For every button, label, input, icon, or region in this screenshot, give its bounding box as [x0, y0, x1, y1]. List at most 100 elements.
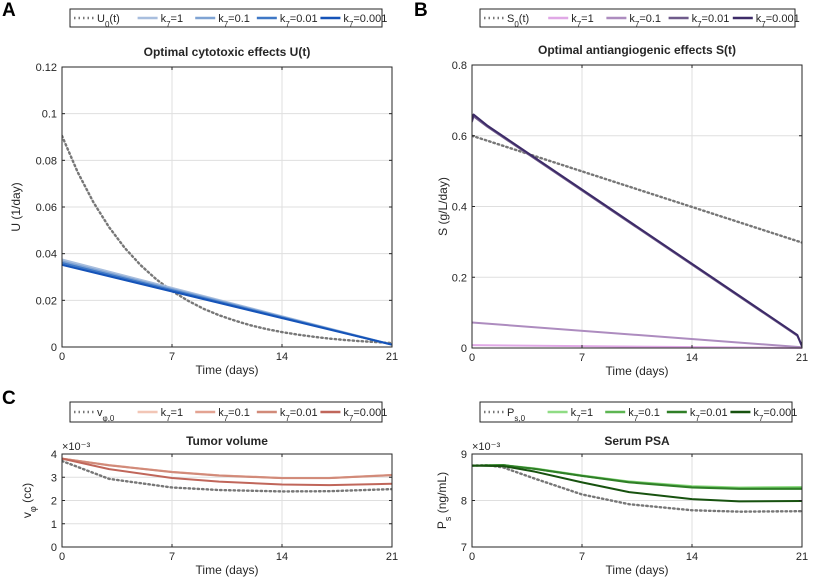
legend-subscript: s,0: [514, 414, 525, 423]
series-line: [472, 115, 802, 348]
x-tick-label: 21: [796, 352, 808, 364]
y-axis-label: U (1/day): [9, 182, 23, 231]
legend-value: =0.1: [638, 407, 660, 419]
legend-value: =0.1: [228, 407, 250, 419]
y-tick-label: 0.2: [452, 272, 467, 284]
legend-subscript: 7: [349, 414, 354, 423]
legend-value: =0.01: [290, 13, 318, 25]
legend-entry: k7=1: [161, 407, 184, 423]
legend-entry: S0(t): [507, 13, 529, 29]
x-tick-label: 14: [276, 351, 288, 363]
legend-box: [69, 401, 383, 423]
series-group: [62, 134, 392, 346]
x-tick-label: 14: [276, 551, 288, 563]
y-tick-label: 8: [461, 496, 467, 508]
series-line: [472, 464, 802, 503]
y-tick-label: 1: [51, 519, 57, 531]
legend-entry: k7=0.01: [280, 13, 318, 29]
y-tick-label: 0.12: [36, 62, 57, 74]
series-group: [62, 457, 392, 493]
legend-value: =1: [171, 13, 184, 25]
y-axis-label-subscript: φ: [28, 506, 38, 512]
legend-subscript: 7: [166, 414, 171, 423]
legend-value: =0.001: [353, 407, 387, 419]
y-tick-label: 2: [51, 496, 57, 508]
panel-label: B: [414, 0, 428, 21]
legend-subscript: 7: [697, 20, 702, 29]
panel-label: A: [2, 0, 16, 21]
y-exponent-label: ×10⁻³: [472, 441, 500, 453]
legend-subscript: 7: [349, 20, 354, 29]
legend-box: [479, 8, 796, 28]
series-group: [472, 113, 802, 349]
legend-value: (t): [519, 13, 529, 25]
chart-title: Optimal cytotoxic effects U(t): [144, 45, 311, 59]
y-tick-label: 0.02: [36, 295, 57, 307]
series-line: [472, 463, 802, 513]
legend-subscript: 7: [695, 414, 700, 423]
chart-title: Optimal antiangiogenic effects S(t): [538, 43, 736, 57]
legend-subscript: 7: [285, 414, 290, 423]
legend-entry: k7=0.001: [343, 13, 387, 29]
legend-entry: k7=0.1: [218, 407, 250, 423]
legend-subscript: 7: [166, 20, 171, 29]
x-tick-label: 7: [169, 551, 175, 563]
x-tick-label: 0: [59, 551, 65, 563]
y-tick-label: 0: [51, 342, 57, 354]
legend-subscript: φ,0: [103, 414, 115, 423]
legend-value: =0.01: [700, 407, 728, 419]
x-tick-label: 14: [686, 352, 698, 364]
legend-subscript: 7: [285, 20, 290, 29]
legend-subscript: 7: [634, 414, 639, 423]
x-tick-label: 21: [386, 551, 398, 563]
y-tick-label: 0.04: [36, 249, 57, 261]
legend-value: =0.1: [639, 13, 661, 25]
legend-entry: k7=0.001: [343, 407, 387, 423]
x-axis-label: Time (days): [606, 563, 669, 577]
y-tick-label: 0: [51, 542, 57, 554]
legend-subscript: 7: [759, 414, 764, 423]
legend-box: [69, 8, 383, 28]
series-line: [472, 321, 802, 349]
series-line: [62, 263, 392, 346]
legend-subscript: 7: [224, 20, 229, 29]
x-tick-label: 21: [796, 551, 808, 563]
panel-3: C 0 7 14 21 0 1 2 3 4 ×10⁻³ Time (days) vφ (cc) Tumor…: [2, 388, 398, 577]
chart-title: Serum PSA: [604, 434, 670, 448]
y-axis-label: S (g/L/day): [436, 177, 450, 236]
x-axis-label: Time (days): [196, 363, 259, 377]
y-tick-label: 0.06: [36, 202, 57, 214]
y-tick-label: 0.08: [36, 155, 57, 167]
legend-subscript: 7: [224, 414, 229, 423]
x-tick-label: 21: [386, 351, 398, 363]
series-group: [472, 463, 802, 513]
y-exponent-label: ×10⁻³: [62, 441, 90, 453]
x-axis-label: Time (days): [196, 563, 259, 577]
y-tick-label: 0: [461, 343, 467, 355]
legend: vφ,0 k7=1 k7=0.1 k7=0.01 k7=0.001: [69, 401, 387, 423]
legend-subscript: 7: [635, 20, 640, 29]
legend-value: =0.001: [353, 13, 387, 25]
y-tick-label: 0.4: [452, 202, 467, 214]
legend-entry: k7=0.001: [756, 13, 800, 29]
legend-value: (t): [109, 13, 119, 25]
x-tick-label: 0: [469, 352, 475, 364]
series-line: [472, 464, 802, 490]
legend-entry: k7=0.01: [692, 13, 730, 29]
x-tick-label: 14: [686, 551, 698, 563]
legend: S0(t) k7=1 k7=0.1 k7=0.01 k7=0.001: [479, 8, 800, 29]
y-axis-label-subscript: s: [443, 516, 453, 521]
legend-value: =1: [171, 407, 184, 419]
series-line: [62, 459, 392, 493]
y-tick-label: 3: [51, 472, 57, 484]
legend-subscript: 0: [514, 20, 519, 29]
legend-subscript: 7: [761, 20, 766, 29]
legend-value: =0.1: [228, 13, 250, 25]
legend-value: =0.01: [290, 407, 318, 419]
panel-2: B 0 7 14 21 0 0.2 0.4 0.6 0.8 Time (days) S (g/L/da…: [414, 0, 808, 378]
legend-value: =0.01: [702, 13, 730, 25]
panel-label: C: [2, 388, 16, 409]
legend-value: =1: [581, 13, 594, 25]
x-axis-label: Time (days): [606, 364, 669, 378]
